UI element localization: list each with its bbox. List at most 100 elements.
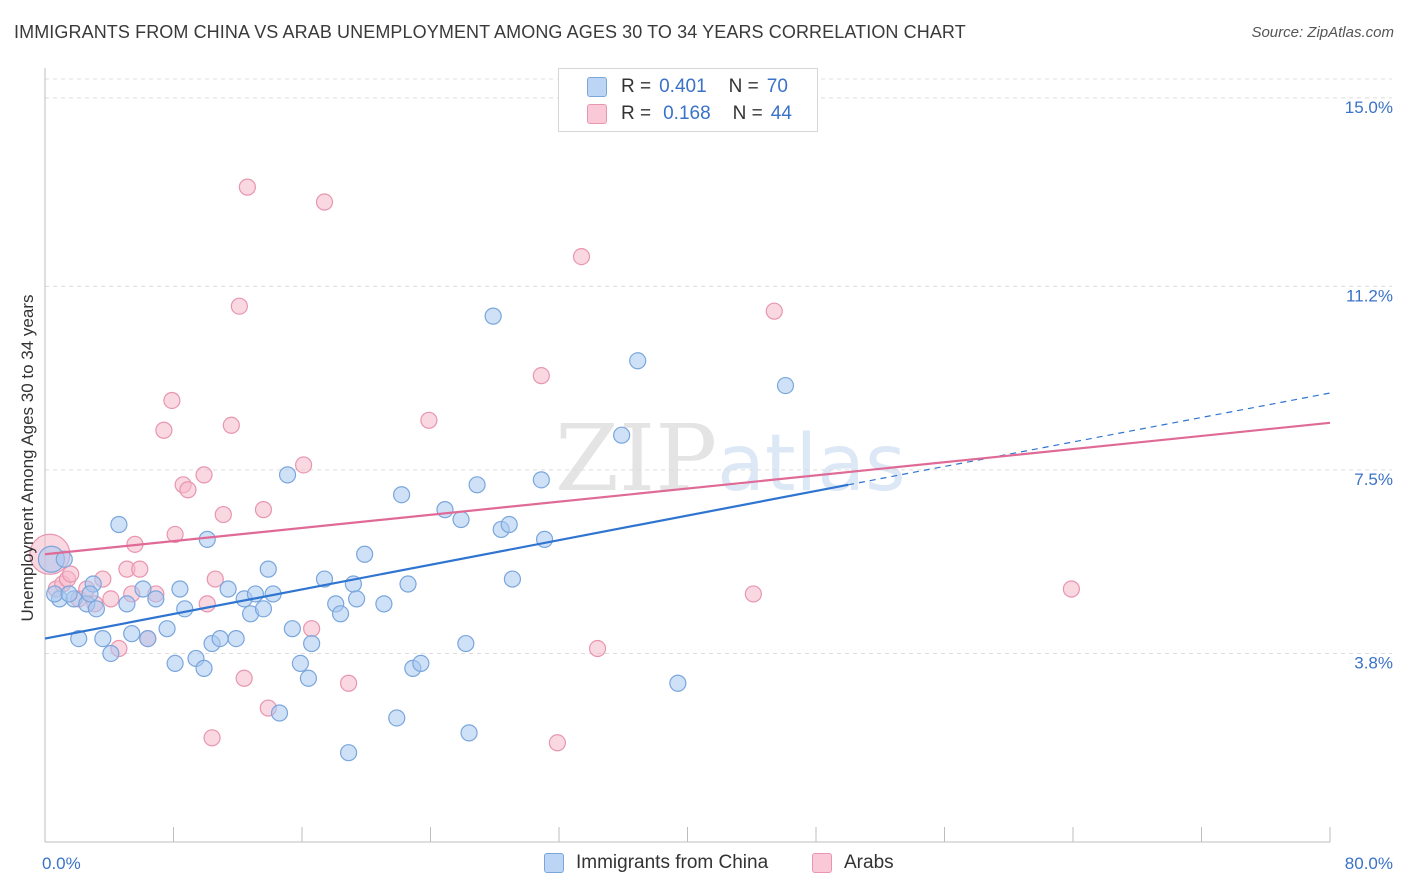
bottom-legend-china: Immigrants from China: [544, 852, 768, 874]
legend-n-value: 70: [766, 76, 788, 97]
arab-point: [131, 560, 149, 578]
china-point: [412, 654, 430, 673]
arab-trend-line: [44, 421, 1331, 556]
china-point: [166, 654, 184, 673]
china-point: [147, 590, 165, 608]
arab-point: [102, 590, 120, 608]
arab-point: [315, 193, 334, 211]
legend-r-label: R =: [621, 76, 652, 97]
arab-point: [420, 411, 438, 429]
china-point: [102, 644, 120, 663]
arab-point: [195, 466, 213, 484]
china-point: [46, 585, 64, 603]
china-point: [134, 580, 152, 598]
arab-point: [222, 416, 240, 434]
arab-point: [303, 620, 321, 638]
legend-r-value: 0.168: [663, 103, 711, 124]
china-point: [299, 669, 318, 687]
china-point: [81, 585, 99, 603]
blue-swatch-icon: [587, 77, 607, 97]
china-point: [629, 352, 647, 370]
arab-point: [339, 674, 358, 692]
arab-point: [572, 247, 591, 266]
arab-point: [155, 421, 173, 439]
china-point: [110, 515, 128, 534]
china-point: [211, 629, 229, 648]
china-point: [457, 634, 475, 653]
china-point: [94, 629, 112, 648]
china-point: [118, 595, 136, 613]
arab-point: [548, 734, 566, 752]
y-tick-label: 11.2%: [1346, 286, 1393, 305]
china-point: [139, 629, 157, 648]
china-point: [331, 605, 350, 623]
legend-row-china: R = 0.401 N = 70: [587, 75, 788, 99]
china-point: [388, 709, 406, 727]
arab-point: [62, 565, 80, 583]
china-point: [227, 629, 245, 648]
pink-swatch-icon: [812, 853, 832, 873]
legend-r-value: 0.401: [659, 76, 707, 97]
arab-point: [230, 297, 248, 315]
arab-point: [295, 456, 313, 474]
legend-label-china: Immigrants from China: [576, 852, 769, 873]
y-tick-label: 3.8%: [1354, 653, 1393, 672]
blue-swatch-icon: [544, 853, 564, 873]
china-point: [375, 595, 393, 613]
china-point: [291, 654, 309, 673]
china-point: [259, 560, 277, 578]
y-tick-label: 7.5%: [1354, 470, 1393, 489]
correlation-legend: R = 0.401 N = 70 R = 0.168 N = 44: [558, 68, 818, 132]
china-point: [176, 600, 194, 618]
x-tick-label: 80.0%: [1345, 854, 1393, 873]
arab-point: [166, 525, 184, 544]
arab-point: [1062, 580, 1080, 598]
china-point: [339, 744, 358, 762]
china-point: [348, 590, 366, 608]
arab-point: [235, 669, 253, 687]
legend-n-value: 44: [770, 103, 792, 124]
y-tick-label: 15.0%: [1345, 98, 1393, 117]
china-point: [392, 486, 411, 504]
china-point: [613, 426, 631, 444]
china-point: [532, 471, 550, 489]
china-point: [195, 659, 213, 677]
china-point: [460, 724, 478, 742]
arab-point: [179, 481, 197, 499]
china-trend-line: [44, 483, 849, 640]
china-point: [356, 545, 374, 563]
china-point: [198, 530, 216, 548]
china-point: [503, 570, 522, 588]
legend-n-label: N =: [732, 103, 763, 124]
china-trend-extension: [848, 392, 1331, 486]
china-point: [500, 515, 518, 534]
x-tick-label: 0.0%: [42, 854, 81, 873]
china-point: [484, 307, 502, 325]
china-point: [219, 580, 237, 598]
arab-point: [238, 178, 256, 196]
arab-point: [588, 639, 607, 658]
pink-swatch-icon: [587, 104, 607, 124]
bottom-legend-arabs: Arabs: [812, 852, 894, 874]
china-point: [123, 625, 141, 643]
arab-point: [206, 570, 224, 588]
arab-point: [532, 367, 550, 385]
legend-r-label: R =: [621, 103, 652, 124]
china-point: [60, 585, 78, 603]
china-point: [669, 674, 687, 692]
china-point: [283, 620, 301, 638]
arab-point: [744, 585, 762, 603]
china-point: [468, 476, 486, 494]
arab-point: [163, 391, 181, 410]
china-point: [452, 510, 470, 529]
legend-n-label: N =: [728, 76, 759, 97]
china-point: [171, 580, 189, 598]
china-point: [270, 704, 289, 722]
china-point: [70, 629, 88, 648]
arab-point: [214, 505, 232, 524]
arab-point: [765, 302, 783, 320]
china-point: [436, 501, 454, 519]
china-point: [399, 575, 417, 593]
china-point: [278, 466, 297, 484]
